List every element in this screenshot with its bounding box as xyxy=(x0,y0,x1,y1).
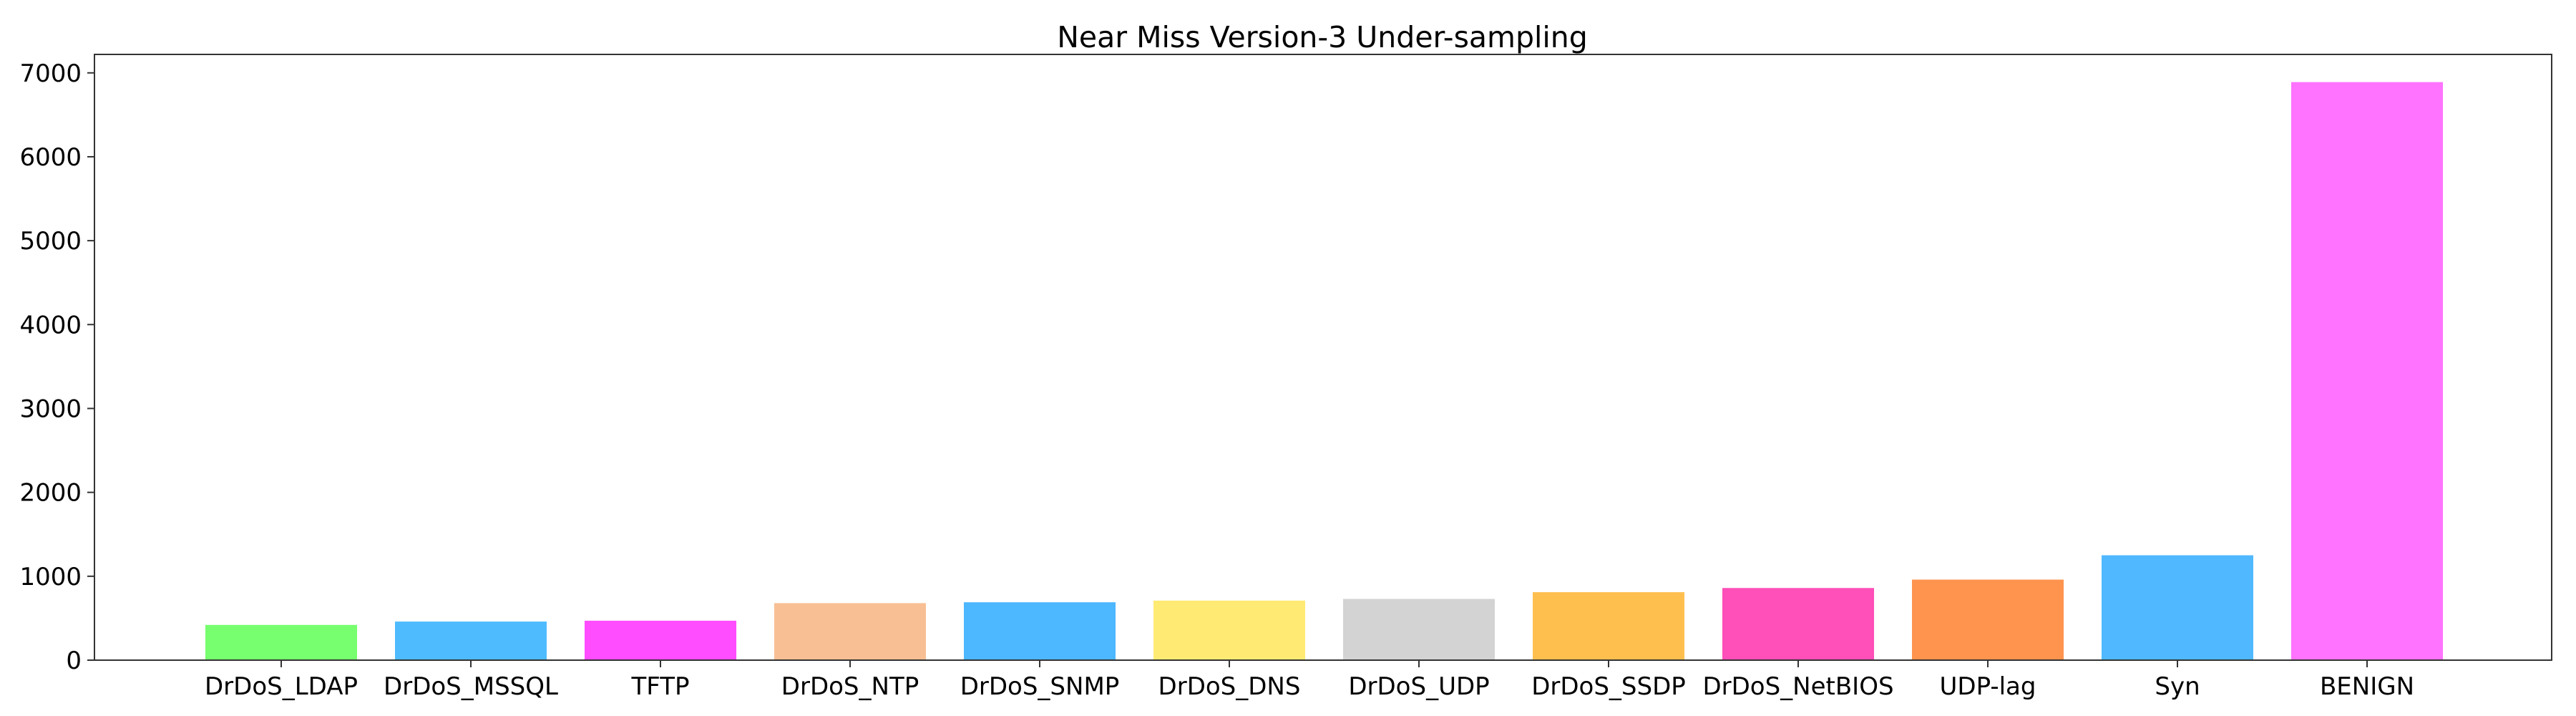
bar-drdos-udp xyxy=(1343,599,1495,660)
bar-drdos-netbios xyxy=(1722,588,1874,660)
x-tick-label: DrDoS_NTP xyxy=(781,672,919,701)
x-tick-label: DrDoS_SNMP xyxy=(960,672,1120,701)
x-tick-label: BENIGN xyxy=(2320,672,2414,701)
y-tick-label: 4000 xyxy=(19,311,82,339)
x-tick-label: UDP-lag xyxy=(1940,672,2036,701)
x-tick-label: DrDoS_SSDP xyxy=(1531,672,1686,701)
y-tick-label: 6000 xyxy=(19,143,82,172)
bar-drdos-mssql xyxy=(395,621,547,660)
axis-layer: DrDoS_LDAP DrDoS_MSSQL TFTP DrDoS_NTP DrDoS_… xyxy=(19,59,2414,701)
bar-syn xyxy=(2102,555,2253,660)
plot-frame xyxy=(94,54,2552,661)
y-tick-label: 1000 xyxy=(19,563,82,591)
x-tick-label: DrDoS_NetBIOS xyxy=(1702,672,1893,701)
y-tick-label: 3000 xyxy=(19,395,82,423)
chart-title: Near Miss Version-3 Under-sampling xyxy=(1057,20,1588,54)
y-tick-label: 5000 xyxy=(19,227,82,256)
bar-drdos-dns xyxy=(1153,600,1305,660)
bar-drdos-ntp xyxy=(774,603,926,660)
x-tick-label: DrDoS_DNS xyxy=(1158,672,1301,701)
x-tick-label: Syn xyxy=(2155,672,2200,701)
y-tick-label: 0 xyxy=(66,647,82,675)
bar-benign xyxy=(2291,82,2443,660)
bar-drdos-ldap xyxy=(205,624,357,660)
x-tick-label: DrDoS_MSSQL xyxy=(384,672,558,701)
x-tick-label: TFTP xyxy=(631,672,690,701)
x-tick-label: DrDoS_LDAP xyxy=(205,672,358,701)
y-tick-label: 7000 xyxy=(19,59,82,88)
bar-drdos-ssdp xyxy=(1533,592,1684,660)
x-tick-label: DrDoS_UDP xyxy=(1348,672,1489,701)
bar-udp-lag xyxy=(1912,579,2064,660)
bar-tftp xyxy=(585,620,736,660)
bar-drdos-snmp xyxy=(964,602,1116,660)
y-tick-label: 2000 xyxy=(19,479,82,508)
bars-layer xyxy=(205,82,2443,660)
